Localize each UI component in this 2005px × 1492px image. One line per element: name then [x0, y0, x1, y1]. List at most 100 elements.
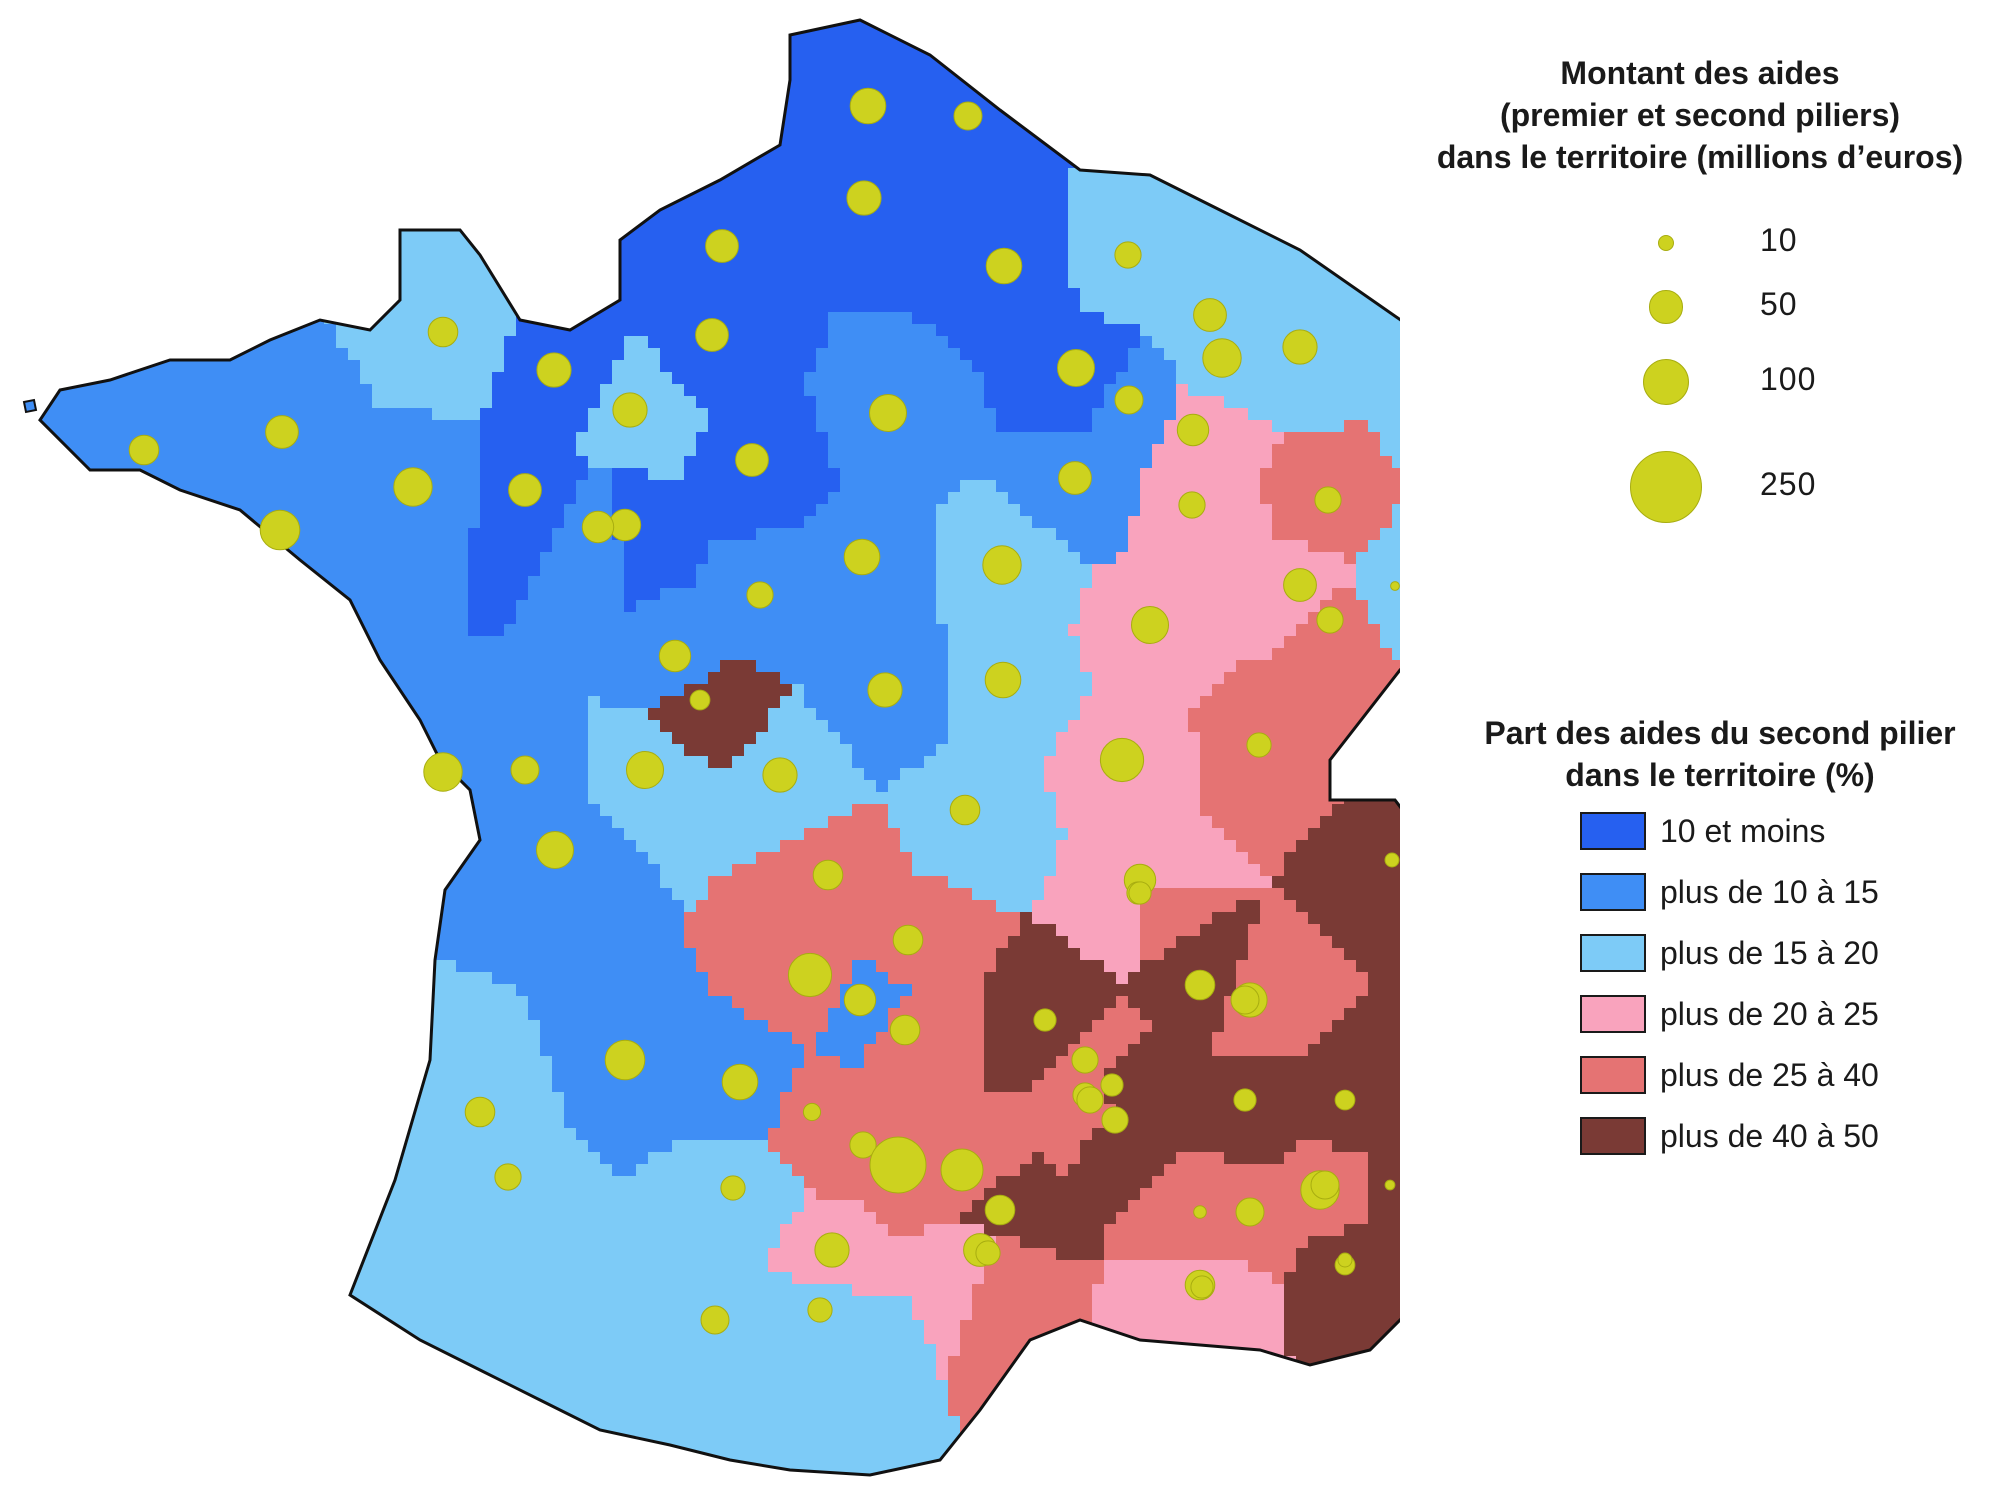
- territory-cell: [960, 372, 973, 385]
- territory-cell: [672, 456, 685, 469]
- territory-cell: [168, 84, 181, 97]
- territory-cell: [1092, 228, 1105, 241]
- territory-cell: [420, 60, 433, 73]
- territory-cell: [1272, 20, 1285, 25]
- territory-cell: [1392, 0, 1400, 13]
- territory-cell: [960, 264, 973, 277]
- territory-cell: [1080, 420, 1093, 433]
- territory-cell: [420, 96, 433, 109]
- territory-cell: [48, 240, 61, 253]
- territory-cell: [1128, 36, 1141, 49]
- territory-cell: [96, 204, 109, 217]
- territory-cell: [792, 192, 805, 205]
- territory-cell: [72, 0, 85, 13]
- territory-cell: [636, 96, 649, 109]
- territory-cell: [252, 108, 265, 121]
- territory-cell: [900, 348, 913, 361]
- territory-cell: [144, 192, 157, 205]
- territory-cell: [1284, 252, 1297, 265]
- territory-cell: [108, 264, 121, 277]
- territory-cell: [732, 288, 745, 301]
- territory-cell: [1200, 84, 1213, 97]
- territory-cell: [900, 24, 913, 37]
- territory-cell: [1116, 372, 1129, 385]
- territory-cell: [1296, 36, 1309, 49]
- territory-cell: [888, 372, 901, 385]
- territory-cell: [288, 96, 301, 109]
- territory-cell: [972, 216, 985, 229]
- territory-cell: [1380, 408, 1393, 421]
- territory-cell: [156, 240, 169, 253]
- territory-cell: [420, 168, 433, 181]
- territory-cell: [828, 444, 841, 457]
- territory-cell: [936, 432, 949, 445]
- territory-cell: [828, 324, 841, 337]
- territory-cell: [1308, 444, 1321, 457]
- territory-cell: [1152, 20, 1165, 25]
- territory-cell: [948, 324, 961, 337]
- territory-cell: [1236, 432, 1249, 445]
- territory-cell: [168, 72, 181, 85]
- territory-cell: [660, 348, 673, 361]
- territory-cell: [1260, 432, 1273, 445]
- territory-cell: [1092, 72, 1105, 85]
- territory-cell: [600, 264, 613, 277]
- territory-cell: [156, 348, 169, 361]
- territory-cell: [216, 312, 229, 325]
- territory-cell: [408, 144, 421, 157]
- territory-cell: [708, 20, 721, 25]
- territory-cell: [1320, 72, 1333, 85]
- territory-cell: [456, 300, 469, 313]
- territory-cell: [216, 360, 229, 373]
- territory-cell: [1284, 228, 1297, 241]
- territory-cell: [1248, 276, 1261, 289]
- territory-cell: [1188, 264, 1201, 277]
- territory-cell: [1044, 252, 1057, 265]
- territory-cell: [1116, 72, 1129, 85]
- territory-cell: [1032, 348, 1045, 361]
- territory-cell: [1128, 120, 1141, 133]
- territory-cell: [744, 180, 757, 193]
- territory-cell: [900, 108, 913, 121]
- territory-cell: [84, 444, 97, 457]
- territory-cell: [1152, 348, 1165, 361]
- territory-cell: [1260, 300, 1273, 313]
- territory-cell: [252, 180, 265, 193]
- territory-cell: [1128, 48, 1141, 61]
- territory-cell: [912, 192, 925, 205]
- territory-cell: [1152, 72, 1165, 85]
- territory-cell: [684, 336, 697, 349]
- territory-cell: [216, 252, 229, 265]
- territory-cell: [1176, 288, 1189, 301]
- territory-cell: [40, 228, 49, 241]
- territory-cell: [756, 108, 769, 121]
- territory-cell: [432, 240, 445, 253]
- territory-cell: [1260, 216, 1273, 229]
- territory-cell: [168, 384, 181, 397]
- territory-cell: [40, 360, 49, 373]
- territory-cell: [1296, 96, 1309, 109]
- territory-cell: [168, 312, 181, 325]
- territory-cell: [804, 396, 817, 409]
- territory-cell: [576, 0, 589, 13]
- territory-cell: [972, 240, 985, 253]
- territory-cell: [816, 348, 829, 361]
- territory-cell: [804, 20, 817, 25]
- territory-cell: [840, 264, 853, 277]
- territory-cell: [1092, 240, 1105, 253]
- territory-cell: [756, 240, 769, 253]
- territory-cell: [180, 36, 193, 49]
- territory-cell: [264, 36, 277, 49]
- territory-cell: [96, 48, 109, 61]
- territory-cell: [192, 0, 205, 13]
- territory-cell: [144, 312, 157, 325]
- territory-cell: [1164, 96, 1177, 109]
- territory-cell: [1320, 228, 1333, 241]
- territory-cell: [912, 396, 925, 409]
- territory-cell: [948, 156, 961, 169]
- territory-cell: [348, 216, 361, 229]
- territory-cell: [888, 276, 901, 289]
- territory-cell: [360, 108, 373, 121]
- territory-cell: [516, 348, 529, 361]
- territory-cell: [180, 84, 193, 97]
